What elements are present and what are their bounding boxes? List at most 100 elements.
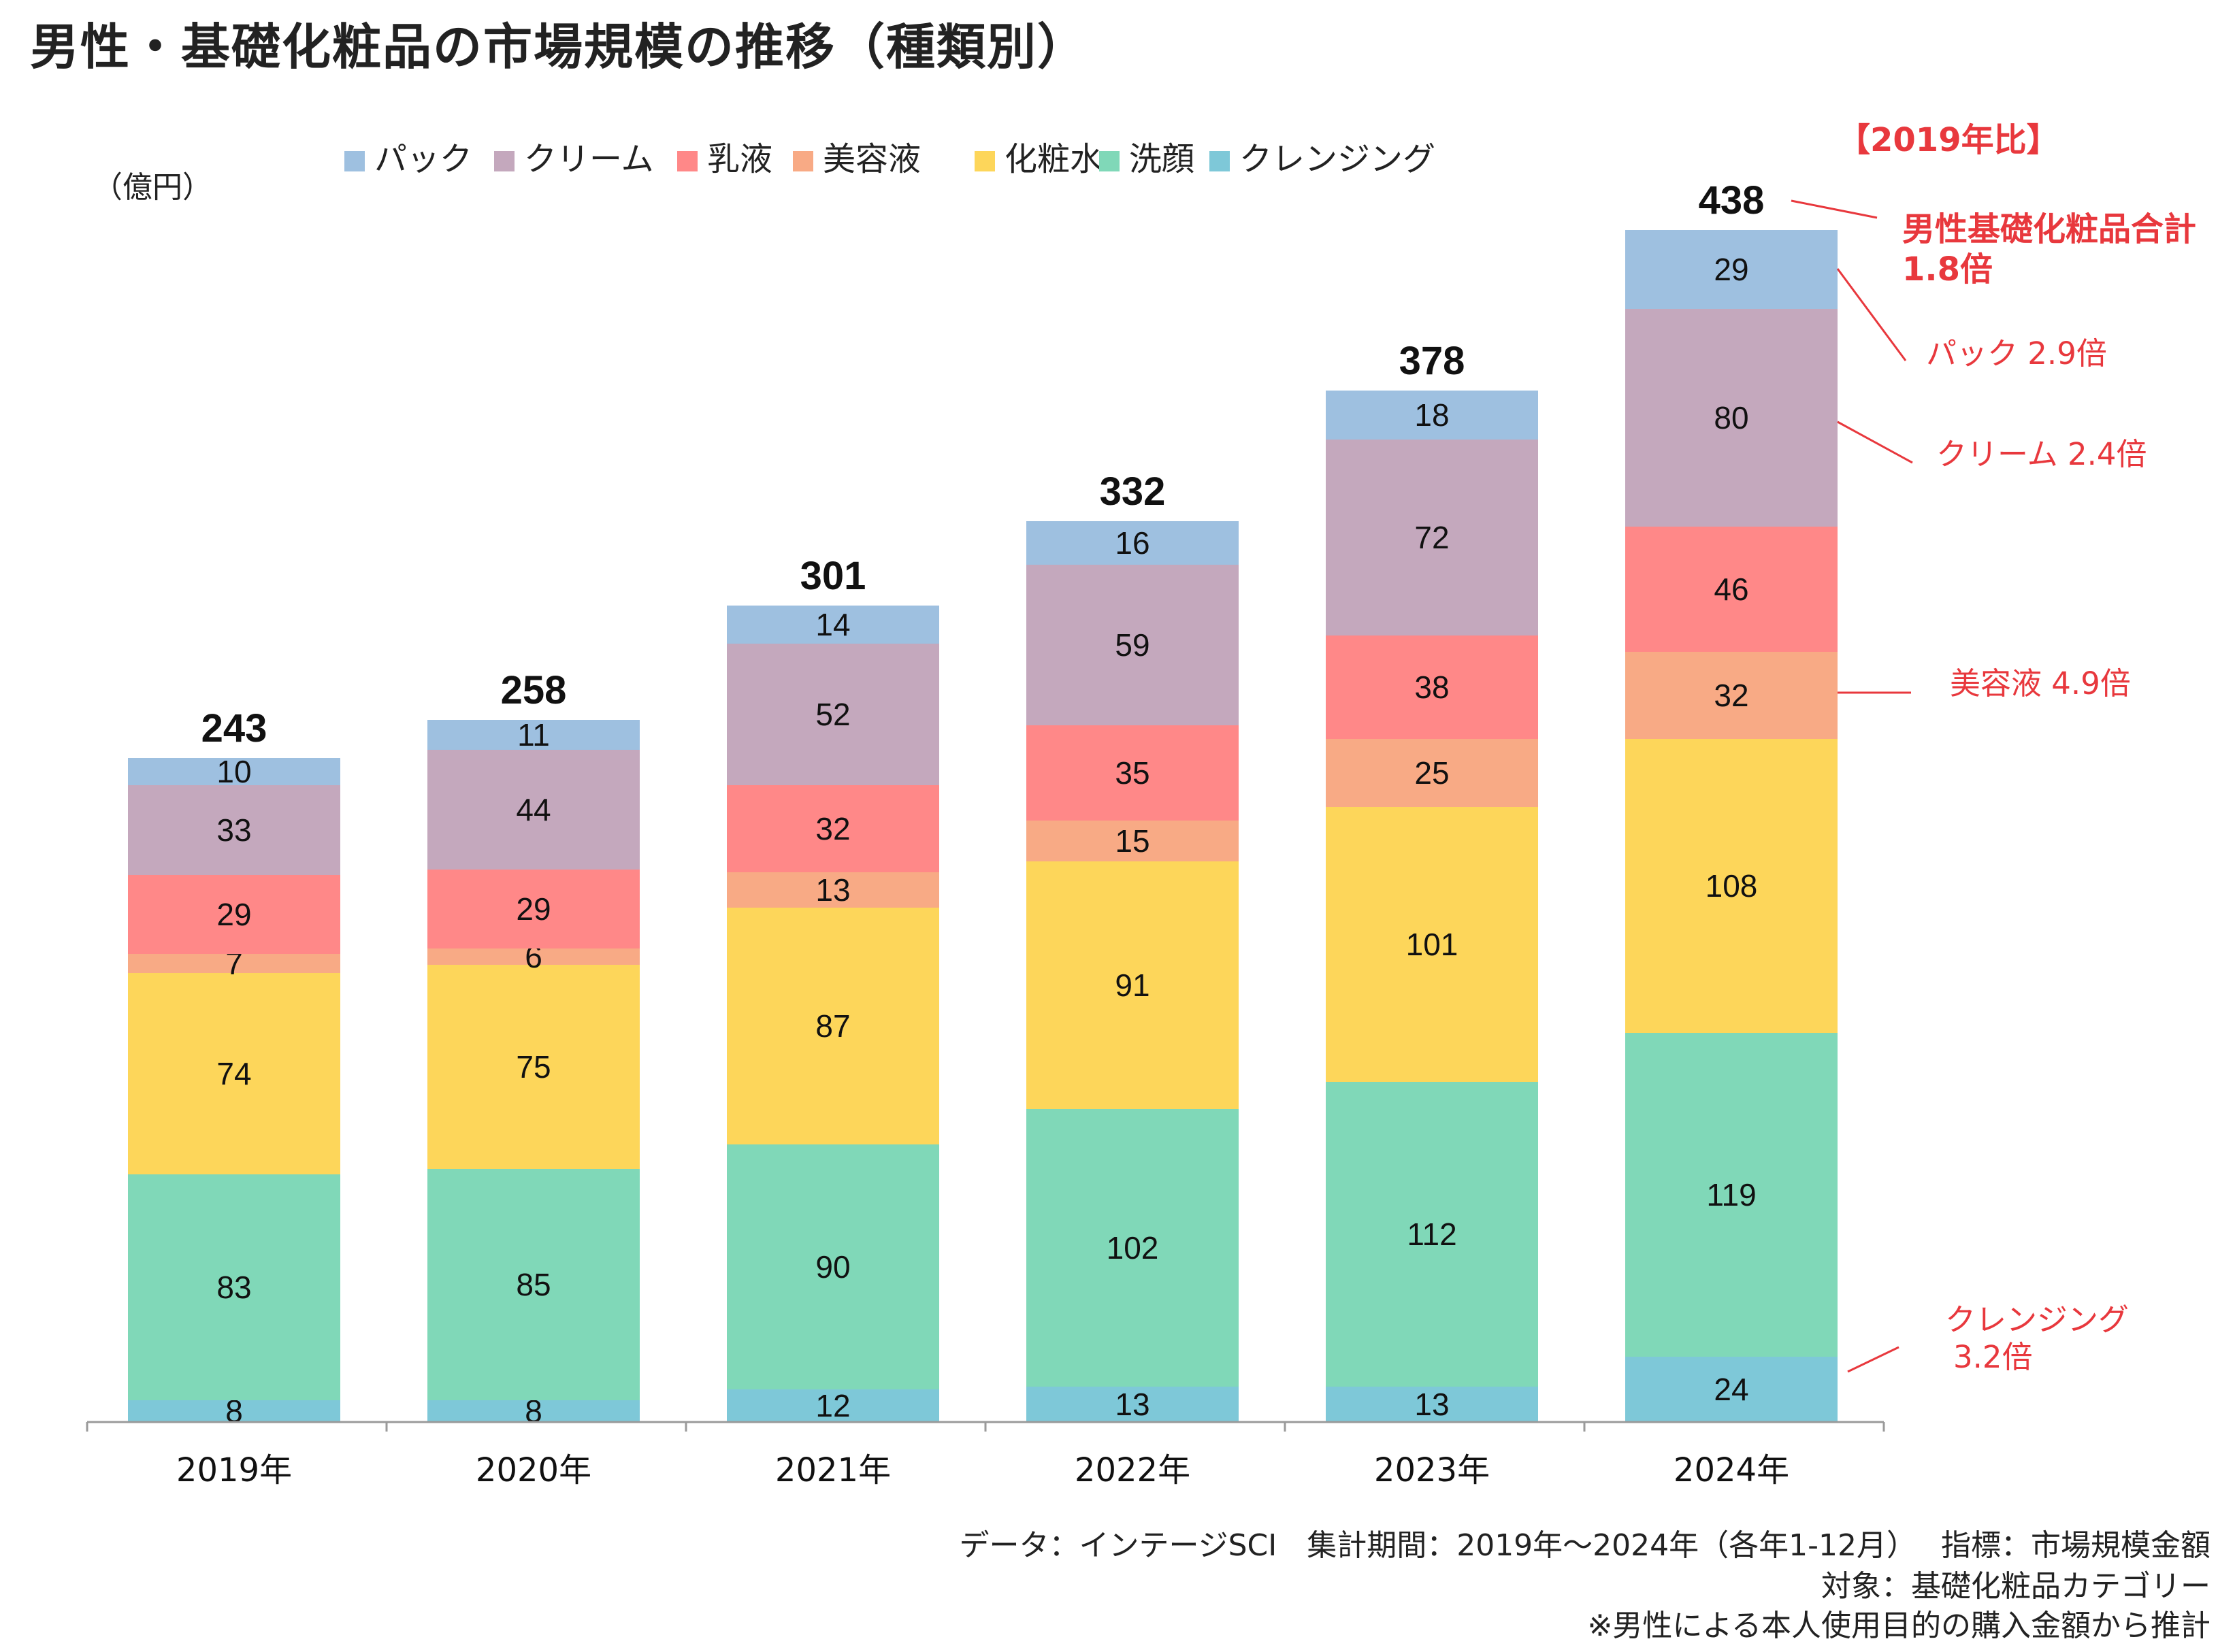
legend-label-クリーム: クリーム xyxy=(524,140,654,178)
total-leader-line xyxy=(1791,199,1878,219)
total-ratio-value: 1.8倍 xyxy=(1902,250,1993,288)
footer-note: ※男性による本人使用目的の購入金額から推計 xyxy=(1587,1608,2210,1643)
serum-ratio-label: 美容液 4.9倍 xyxy=(1950,665,2131,701)
bar-segment-2022年-4 xyxy=(1026,725,1239,821)
bar-segment-2023年-2 xyxy=(1326,807,1538,1082)
bar-segment-2019年-6 xyxy=(128,758,340,785)
legend-swatch-パック xyxy=(344,151,365,171)
pack-leader-line xyxy=(1836,268,1907,361)
legend-swatch-乳液 xyxy=(677,151,698,171)
segment-value-label: 59 xyxy=(1115,627,1149,663)
segment-value-label: 32 xyxy=(1714,678,1748,713)
segment-value-label: 32 xyxy=(815,811,850,846)
bar-segment-2024年-4 xyxy=(1625,527,1838,652)
segment-value-label: 119 xyxy=(1706,1177,1756,1212)
bar-segment-2024年-5 xyxy=(1625,309,1838,527)
footer-target: 対象：基礎化粧品カテゴリー xyxy=(1821,1569,2210,1604)
x-tick-label: 2019年 xyxy=(176,1451,292,1489)
segment-value-label: 102 xyxy=(1107,1230,1159,1266)
bar-segment-2019年-3 xyxy=(128,954,340,973)
segment-value-label: 16 xyxy=(1115,525,1149,561)
x-tick-label: 2023年 xyxy=(1374,1451,1490,1489)
bar-segment-2022年-2 xyxy=(1026,861,1239,1109)
comparison-header: 【2019年比】 xyxy=(1838,121,2059,159)
bar-segment-2023年-6 xyxy=(1326,391,1538,440)
bar-total-label: 438 xyxy=(1699,178,1765,222)
segment-value-label: 112 xyxy=(1407,1217,1456,1252)
segment-value-label: 52 xyxy=(815,697,850,732)
segment-value-label: 44 xyxy=(516,792,551,827)
bar-segment-2024年-3 xyxy=(1625,652,1838,739)
bar-total-label: 243 xyxy=(201,706,267,750)
bar-segment-2022年-5 xyxy=(1026,565,1239,725)
segment-value-label: 24 xyxy=(1714,1372,1748,1407)
annotations-group: 【2019年比】 男性基礎化粧品合計 1.8倍 パック 2.9倍 クリーム 2.… xyxy=(1791,121,2196,1375)
cream-ratio-label: クリーム 2.4倍 xyxy=(1936,436,2147,472)
x-tick-label: 2024年 xyxy=(1674,1451,1789,1489)
legend-swatch-美容液 xyxy=(793,151,813,171)
bar-segment-2020年-3 xyxy=(427,948,640,965)
segment-value-label: 14 xyxy=(815,607,850,642)
segment-value-label: 13 xyxy=(1414,1387,1449,1422)
segment-value-label: 11 xyxy=(517,717,550,753)
cream-leader-line xyxy=(1837,420,1913,464)
legend-label-洗顔: 洗顔 xyxy=(1129,140,1194,178)
segment-value-label: 10 xyxy=(216,754,251,789)
bar-segment-2021年-5 xyxy=(727,644,939,785)
segment-value-label: 108 xyxy=(1706,868,1758,904)
bar-segment-2024年-2 xyxy=(1625,739,1838,1033)
bar-segment-2024年-6 xyxy=(1625,230,1838,309)
segment-value-label: 29 xyxy=(516,891,551,927)
segment-value-label: 35 xyxy=(1115,755,1149,791)
bar-segment-2021年-0 xyxy=(727,1389,939,1422)
footer-source: データ：インテージSCI 集計期間：2019年～2024年（各年1-12月） 指… xyxy=(959,1528,2210,1563)
chart-legend: パック クリーム 乳液 美容液 化粧水 洗顔 クレンジング xyxy=(344,140,1435,178)
segment-value-label: 80 xyxy=(1714,400,1748,435)
cleansing-leader-line xyxy=(1847,1346,1899,1373)
segment-value-label: 13 xyxy=(1115,1387,1149,1422)
bar-segment-2020年-4 xyxy=(427,870,640,948)
bar-segment-2021年-1 xyxy=(727,1144,939,1389)
bar-segment-2020年-6 xyxy=(427,720,640,750)
segment-value-label: 29 xyxy=(1714,252,1748,287)
segment-value-label: 90 xyxy=(815,1249,850,1285)
segment-value-label: 72 xyxy=(1414,520,1449,555)
cleansing-ratio-value: 3.2倍 xyxy=(1953,1339,2033,1375)
segment-value-label: 29 xyxy=(216,897,251,932)
legend-swatch-クリーム xyxy=(494,151,515,171)
segment-value-label: 91 xyxy=(1115,968,1149,1003)
bar-segment-2024年-0 xyxy=(1625,1357,1838,1422)
bar-segment-2019年-2 xyxy=(128,973,340,1174)
bar-segment-2020年-0 xyxy=(427,1400,640,1422)
bar-segment-2022年-3 xyxy=(1026,821,1239,861)
bar-segment-2021年-2 xyxy=(727,908,939,1144)
y-unit-label: （億円） xyxy=(93,170,212,205)
bar-total-label: 301 xyxy=(800,554,866,598)
legend-label-乳液: 乳液 xyxy=(707,140,772,178)
segment-value-label: 83 xyxy=(216,1270,251,1305)
bars-group: 8837472933102438857562944112581290871332… xyxy=(128,178,1838,1429)
legend-label-パック: パック xyxy=(374,140,472,178)
bar-segment-2019年-4 xyxy=(128,875,340,954)
segment-value-label: 85 xyxy=(516,1267,551,1302)
bar-segment-2021年-3 xyxy=(727,872,939,908)
bar-segment-2022年-6 xyxy=(1026,521,1239,565)
cleansing-ratio-label: クレンジング xyxy=(1945,1302,2129,1338)
legend-label-クレンジング: クレンジング xyxy=(1239,140,1435,178)
bar-total-label: 258 xyxy=(501,668,567,712)
x-axis: 2019年 2020年 2021年 2022年 2023年 2024年 xyxy=(86,1421,1885,1489)
bar-segment-2023年-4 xyxy=(1326,635,1538,739)
segment-value-label: 74 xyxy=(216,1056,251,1091)
legend-label-美容液: 美容液 xyxy=(823,140,921,178)
bar-segment-2021年-4 xyxy=(727,785,939,872)
x-tick-label: 2022年 xyxy=(1075,1451,1190,1489)
segment-value-label: 25 xyxy=(1414,755,1449,791)
bar-segment-2019年-1 xyxy=(128,1174,340,1400)
legend-swatch-洗顔 xyxy=(1099,151,1120,171)
bar-segment-2021年-6 xyxy=(727,606,939,644)
x-tick-label: 2020年 xyxy=(476,1451,591,1489)
legend-swatch-クレンジング xyxy=(1209,151,1230,171)
bar-segment-2023年-3 xyxy=(1326,739,1538,807)
bar-segment-2019年-0 xyxy=(128,1400,340,1422)
bar-segment-2019年-5 xyxy=(128,785,340,875)
